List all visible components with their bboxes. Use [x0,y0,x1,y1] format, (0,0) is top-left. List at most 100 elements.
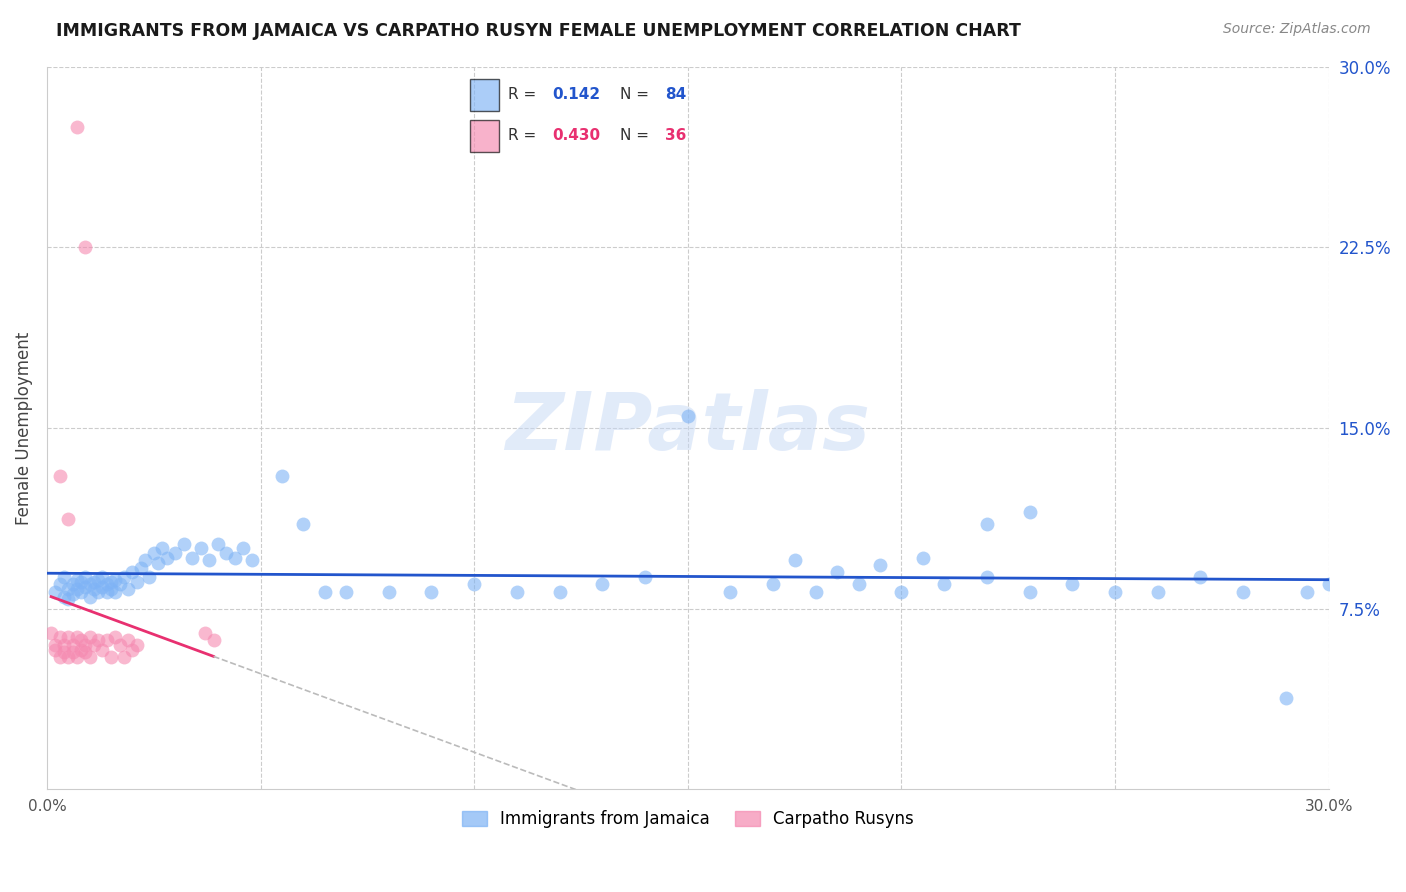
Point [83,582,105,597]
Legend: Immigrants from Jamaica, Carpatho Rusyns: Immigrants from Jamaica, Carpatho Rusyns [456,804,921,835]
Text: 36: 36 [665,128,686,143]
Point [548,584,571,599]
Point [48,469,70,483]
Point [53,590,76,604]
Point [1275,690,1298,705]
Point [87,632,110,647]
Point [1104,584,1126,599]
Point [58,631,80,645]
Point [1062,577,1084,591]
Point [207,536,229,550]
Point [232,541,254,556]
Point [66,573,89,587]
Point [506,584,529,599]
Point [146,556,169,570]
Text: ZIPatlas: ZIPatlas [505,389,870,467]
Point [224,551,246,566]
Point [117,632,139,647]
Point [125,575,148,590]
Point [420,584,443,599]
Point [1317,577,1340,591]
Point [87,584,110,599]
Point [75,645,97,659]
Point [44,584,66,599]
Point [377,584,399,599]
Point [676,409,699,423]
Point [48,631,70,645]
Point [848,577,870,591]
Point [129,560,152,574]
Point [75,240,97,254]
Point [783,553,806,567]
Point [155,551,177,566]
Point [53,638,76,652]
Point [79,590,101,604]
Text: N =: N = [620,87,654,102]
Point [121,566,143,580]
Text: 0.430: 0.430 [553,128,600,143]
Point [48,649,70,664]
Point [1189,570,1212,584]
Point [1018,584,1040,599]
Point [83,575,105,590]
Point [827,566,849,580]
Point [150,541,173,556]
Point [62,587,84,601]
Point [121,642,143,657]
Point [142,546,165,560]
Point [96,584,118,599]
Point [96,632,118,647]
Text: Source: ZipAtlas.com: Source: ZipAtlas.com [1223,22,1371,37]
Point [79,577,101,591]
Point [70,575,93,590]
Point [108,577,131,591]
Point [194,625,217,640]
Point [890,584,912,599]
Point [634,570,657,584]
Point [66,631,89,645]
Point [66,120,89,134]
Point [96,577,118,591]
Point [202,632,225,647]
Point [335,584,357,599]
Point [108,638,131,652]
Point [112,570,135,584]
Point [270,469,292,483]
Point [75,638,97,652]
Point [91,570,114,584]
Point [100,649,122,664]
Point [39,625,62,640]
Point [1296,584,1319,599]
Point [165,546,187,560]
Point [138,570,160,584]
Point [134,553,156,567]
Point [869,558,891,573]
Point [87,573,110,587]
Point [804,584,827,599]
Point [104,631,127,645]
Point [58,582,80,597]
Point [100,575,122,590]
Point [976,570,998,584]
Point [53,570,76,584]
Point [44,642,66,657]
Point [173,536,195,550]
Point [66,582,89,597]
FancyBboxPatch shape [470,120,499,152]
Y-axis label: Female Unemployment: Female Unemployment [15,331,32,524]
Point [62,577,84,591]
Point [53,645,76,659]
Point [932,577,955,591]
Point [70,584,93,599]
Point [83,638,105,652]
Point [112,649,135,664]
Point [70,632,93,647]
Point [48,577,70,591]
Point [314,584,336,599]
Point [79,631,101,645]
Point [911,551,934,566]
Point [79,649,101,664]
Point [198,553,221,567]
Point [463,577,485,591]
Point [104,584,127,599]
